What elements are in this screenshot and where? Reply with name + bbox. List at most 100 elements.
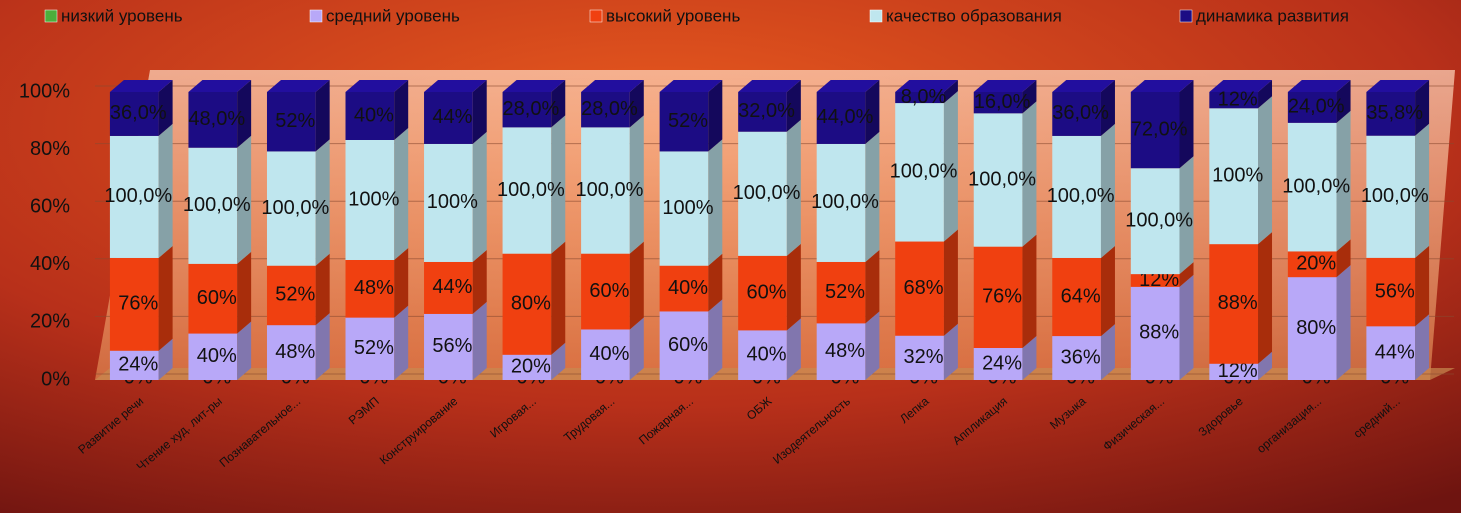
value-label: 35,8% <box>1366 102 1423 124</box>
bar <box>1287 251 1337 278</box>
bar-segment <box>266 80 330 152</box>
value-label: 100,0% <box>1047 185 1115 207</box>
value-label: 88% <box>1218 292 1258 314</box>
bar-side <box>1100 123 1115 258</box>
bar-side <box>1415 314 1430 380</box>
bar-side <box>472 249 487 314</box>
bar-top <box>1287 80 1351 92</box>
bar-segment <box>1052 123 1115 258</box>
value-label: 52% <box>354 337 394 359</box>
bar <box>738 330 787 380</box>
bar-side <box>551 115 566 254</box>
bar <box>1130 274 1180 287</box>
bar-top <box>502 80 566 92</box>
value-label: 40% <box>354 104 394 126</box>
bar-side <box>158 80 173 136</box>
bar-side <box>1336 110 1351 252</box>
bar-segment <box>502 342 566 380</box>
bar <box>1130 168 1180 275</box>
bar-segment <box>1366 123 1430 258</box>
bar-side <box>1022 101 1037 247</box>
bar-segment <box>1130 80 1194 169</box>
bar <box>109 92 159 136</box>
bar-side <box>629 317 644 380</box>
bar-side <box>1179 262 1194 287</box>
bar <box>581 329 630 380</box>
bar-segment <box>188 321 252 380</box>
bar <box>659 151 709 266</box>
bar-segment <box>659 299 723 380</box>
bar-top <box>266 80 330 92</box>
bar <box>266 151 316 266</box>
bar-side <box>865 80 880 144</box>
value-label: 100,0% <box>183 194 251 216</box>
bar-segment <box>973 101 1037 247</box>
bar-segment <box>581 241 644 330</box>
bar-segment <box>1366 314 1430 380</box>
bar-side <box>1100 80 1115 136</box>
bar-segment <box>973 336 1037 380</box>
legend-swatch <box>1179 9 1193 23</box>
bar <box>109 350 159 380</box>
bar <box>1052 92 1101 136</box>
bar <box>816 92 866 144</box>
bar-side <box>1415 245 1430 327</box>
bar <box>502 127 552 254</box>
bar-side <box>865 131 880 262</box>
bar-segment <box>1130 156 1194 275</box>
bar-side <box>708 80 723 152</box>
bar <box>816 323 866 380</box>
bar-side <box>158 245 173 351</box>
bar-side <box>1022 80 1037 114</box>
bar-segment <box>816 80 880 144</box>
bar <box>738 255 787 331</box>
value-label: 16,0% <box>974 91 1031 113</box>
bar <box>895 335 944 380</box>
bar <box>738 131 787 256</box>
bar <box>895 103 944 242</box>
bar <box>1366 135 1416 258</box>
bar-side <box>1258 96 1273 245</box>
value-label: 28,0% <box>503 98 560 120</box>
bar <box>1209 363 1259 380</box>
bar <box>1209 92 1259 109</box>
bar <box>973 113 1023 247</box>
y-tick-label: 40% <box>30 253 70 275</box>
value-label: 12% <box>1218 360 1258 382</box>
bar <box>1366 326 1416 380</box>
value-label: 100% <box>427 191 478 213</box>
bar-top <box>973 80 1037 92</box>
bar <box>1287 277 1337 380</box>
bar <box>1366 257 1416 327</box>
value-label: 44% <box>1375 341 1415 363</box>
bar-segment <box>973 80 1037 114</box>
bar <box>973 246 1023 348</box>
bar-segment <box>738 119 801 256</box>
bar <box>738 92 787 132</box>
bar-segment <box>1130 262 1194 287</box>
bar <box>188 333 238 380</box>
bar-side <box>315 253 330 326</box>
bar <box>1130 92 1180 169</box>
bar-segment <box>581 115 644 254</box>
bar-segment <box>895 323 958 380</box>
bar <box>973 348 1023 380</box>
bar <box>1287 122 1337 252</box>
bar-segment <box>266 253 330 326</box>
bar-segment <box>895 91 958 242</box>
legend-swatch <box>869 9 883 23</box>
bar <box>816 143 866 262</box>
value-label: 100,0% <box>1361 185 1429 207</box>
bar <box>424 143 473 262</box>
legend-item: средний уровень <box>309 6 460 25</box>
bar-segment <box>1209 351 1273 380</box>
value-label: 48% <box>275 341 315 363</box>
value-label: 52% <box>275 110 315 132</box>
bar-segment <box>1130 274 1194 380</box>
bar <box>1052 135 1101 258</box>
value-label: 60% <box>668 334 708 356</box>
value-label: 100% <box>348 188 399 210</box>
value-label: 20% <box>1296 253 1336 275</box>
value-label: 36,0% <box>1052 102 1109 124</box>
